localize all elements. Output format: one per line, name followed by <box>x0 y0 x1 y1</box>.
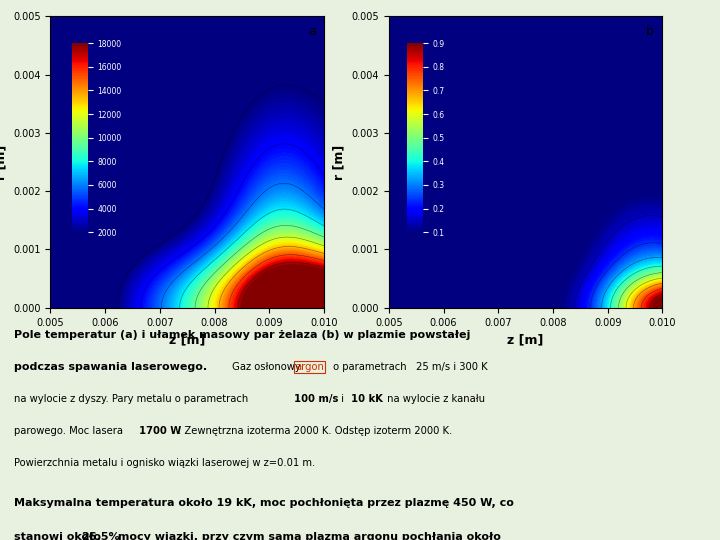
Text: i: i <box>338 394 348 404</box>
Y-axis label: r [m]: r [m] <box>0 144 7 180</box>
Text: Pole temperatur (a) i ułamek masowy par żelaza (b) w plazmie powstałej: Pole temperatur (a) i ułamek masowy par … <box>14 329 471 340</box>
Text: a: a <box>308 25 316 38</box>
Text: b: b <box>647 25 654 38</box>
Text: o parametrach   25 m/s i 300 K: o parametrach 25 m/s i 300 K <box>330 362 487 372</box>
Text: mocy wiązki, przy czym sama plazma argonu pochłania około: mocy wiązki, przy czym sama plazma argon… <box>114 532 500 540</box>
X-axis label: z [m]: z [m] <box>169 333 205 346</box>
Text: Gaz osłonowy: Gaz osłonowy <box>229 362 304 372</box>
Text: argon: argon <box>295 362 324 372</box>
Y-axis label: r [m]: r [m] <box>333 144 346 180</box>
Text: 26.5%: 26.5% <box>81 532 120 540</box>
Text: na wylocie z dyszy. Pary metalu o parametrach: na wylocie z dyszy. Pary metalu o parame… <box>14 394 252 404</box>
Text: 100 m/s: 100 m/s <box>294 394 338 404</box>
Text: stanowi około: stanowi około <box>14 532 105 540</box>
Text: na wylocie z kanału: na wylocie z kanału <box>384 394 485 404</box>
Text: 1700 W: 1700 W <box>139 426 181 436</box>
Text: . Zewnętrzna izoterma 2000 K. Odstęp izoterm 2000 K.: . Zewnętrzna izoterma 2000 K. Odstęp izo… <box>178 426 452 436</box>
Text: Powierzchnia metalu i ognisko wiązki laserowej w z=0.01 m.: Powierzchnia metalu i ognisko wiązki las… <box>14 458 315 468</box>
Text: parowego. Moc lasera: parowego. Moc lasera <box>14 426 127 436</box>
Text: 10 kK: 10 kK <box>351 394 383 404</box>
X-axis label: z [m]: z [m] <box>508 333 544 346</box>
Text: podczas spawania laserowego.: podczas spawania laserowego. <box>14 362 207 372</box>
Text: Maksymalna temperatura około 19 kK, moc pochłonięta przez plazmę 450 W, co: Maksymalna temperatura około 19 kK, moc … <box>14 498 514 508</box>
